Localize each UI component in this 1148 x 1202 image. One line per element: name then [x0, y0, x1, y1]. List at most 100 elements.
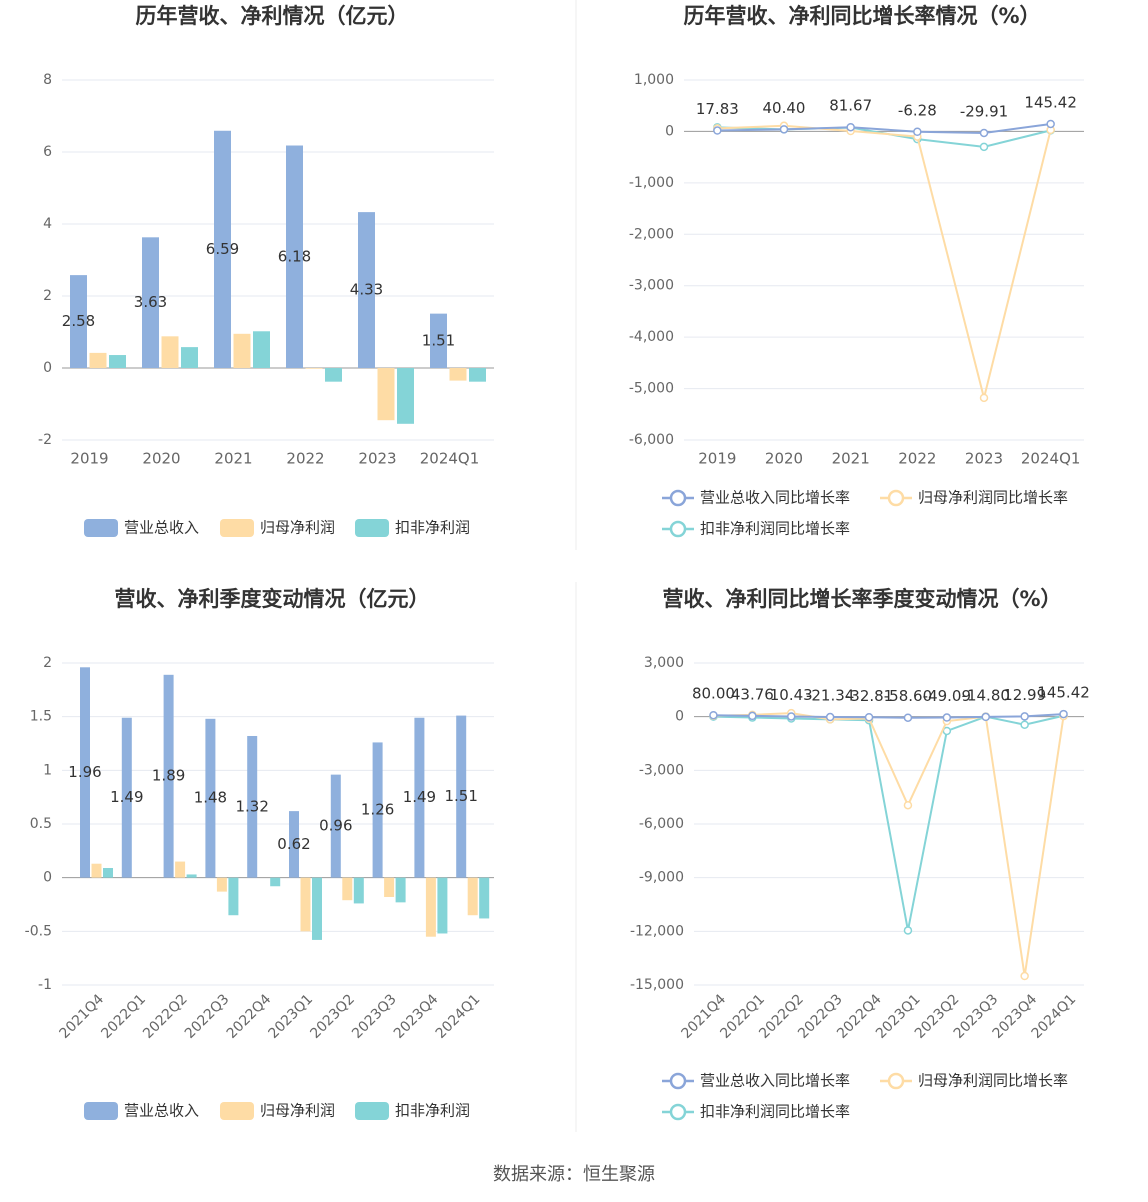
x-tick-label: 2022: [898, 450, 936, 468]
data-label: 10.43: [770, 686, 813, 704]
data-label: 80.00: [692, 685, 735, 703]
bar: [414, 717, 425, 878]
legend-swatch: [84, 1102, 118, 1120]
point: [748, 711, 757, 721]
legend-label: 扣非净利润同比增长率: [700, 1103, 850, 1121]
x-tick-label: 2023Q2: [307, 991, 358, 1042]
y-tick-label: 1: [43, 762, 52, 778]
bar: [437, 877, 448, 934]
bar: [330, 774, 341, 878]
data-label: 12.99: [1003, 686, 1046, 704]
bar: [325, 368, 342, 382]
data-label: 2.58: [62, 312, 95, 330]
x-tick-label: 2023Q3: [349, 991, 400, 1042]
x-tick-label: 2023Q1: [266, 991, 317, 1042]
data-label: 1.51: [444, 787, 477, 805]
legend-swatch: [220, 1102, 254, 1120]
data-label: 1.26: [361, 801, 394, 819]
legend-label: 营业总收入同比增长率: [700, 489, 850, 507]
bar: [91, 863, 102, 878]
bar: [214, 130, 231, 368]
data-label: 81.67: [829, 97, 872, 115]
line: [713, 713, 1064, 719]
data-label: -32.81: [845, 687, 893, 705]
point: [709, 710, 718, 720]
bar: [449, 368, 467, 381]
data-label: 1.49: [403, 788, 436, 806]
x-tick-label: 2022Q2: [140, 991, 191, 1042]
y-tick-label: 6: [43, 144, 52, 160]
legend-swatch: [355, 519, 389, 537]
y-tick-label: -6,000: [629, 432, 674, 448]
y-tick-label: 1,000: [634, 72, 674, 88]
legend-swatch: [669, 1072, 687, 1090]
data-label: -21.34: [806, 687, 854, 705]
point: [864, 713, 874, 722]
point: [779, 125, 789, 134]
x-tick-label: 2023: [965, 450, 1003, 468]
y-tick-label: -9,000: [639, 870, 684, 886]
bar: [384, 877, 395, 897]
y-tick-label: -0.5: [25, 923, 52, 939]
line: [713, 714, 1064, 931]
data-label: 145.42: [1037, 684, 1090, 702]
x-tick-label: 2022Q3: [182, 991, 233, 1042]
data-label: 0.96: [319, 817, 352, 835]
bar: [142, 237, 159, 368]
point: [825, 712, 835, 722]
y-tick-label: 1.5: [30, 709, 52, 725]
bar: [161, 336, 179, 368]
point: [1020, 720, 1029, 729]
data-label: 0.62: [277, 835, 310, 853]
data-label: 6.18: [278, 247, 311, 265]
bar: [469, 368, 486, 382]
bar: [228, 877, 239, 916]
bar: [247, 735, 258, 878]
bar: [286, 145, 303, 368]
bar: [305, 368, 323, 369]
legend-label: 营业总收入: [124, 1102, 199, 1120]
line: [717, 124, 1052, 399]
y-tick-label: 4: [43, 216, 52, 232]
point: [913, 127, 922, 137]
data-label: -6.28: [898, 101, 937, 119]
data-label: 4.33: [350, 281, 383, 299]
point: [981, 712, 990, 722]
bar: [70, 275, 87, 368]
legend-label: 扣非净利润同比增长率: [700, 520, 850, 538]
data-label: 1.51: [422, 331, 455, 349]
y-tick-label: -4,000: [629, 329, 674, 345]
data-label: 3.63: [134, 293, 167, 311]
y-tick-label: 0: [43, 360, 52, 376]
x-tick-label: 2019: [698, 450, 736, 468]
x-tick-label: 2019: [70, 450, 108, 468]
x-tick-label: 2022: [286, 450, 324, 468]
bar: [377, 368, 395, 421]
x-tick-label: 2022Q4: [224, 991, 275, 1042]
legend-swatch: [887, 489, 905, 507]
x-tick-label: 2021: [214, 450, 252, 468]
x-tick-label: 2021: [832, 450, 870, 468]
x-tick-label: 2020: [142, 450, 180, 468]
bar: [397, 368, 414, 424]
bar: [186, 874, 197, 878]
y-tick-label: 0: [675, 709, 684, 725]
bar: [395, 877, 406, 903]
point: [903, 713, 913, 722]
bar: [163, 674, 174, 878]
bar: [181, 347, 198, 368]
bar: [109, 355, 126, 368]
point: [903, 926, 913, 935]
point: [942, 713, 952, 722]
point: [979, 142, 989, 152]
chart-title: 营收、净利季度变动情况（亿元）: [115, 587, 430, 611]
x-tick-label: 2021Q4: [57, 991, 108, 1042]
bar: [80, 667, 90, 878]
data-label: 1.32: [235, 797, 268, 815]
data-label: 1.48: [194, 789, 227, 807]
y-tick-label: 0.5: [30, 816, 52, 832]
y-tick-label: -1,000: [629, 175, 674, 191]
bar: [456, 715, 467, 878]
bar: [216, 877, 227, 892]
bar: [289, 811, 299, 878]
